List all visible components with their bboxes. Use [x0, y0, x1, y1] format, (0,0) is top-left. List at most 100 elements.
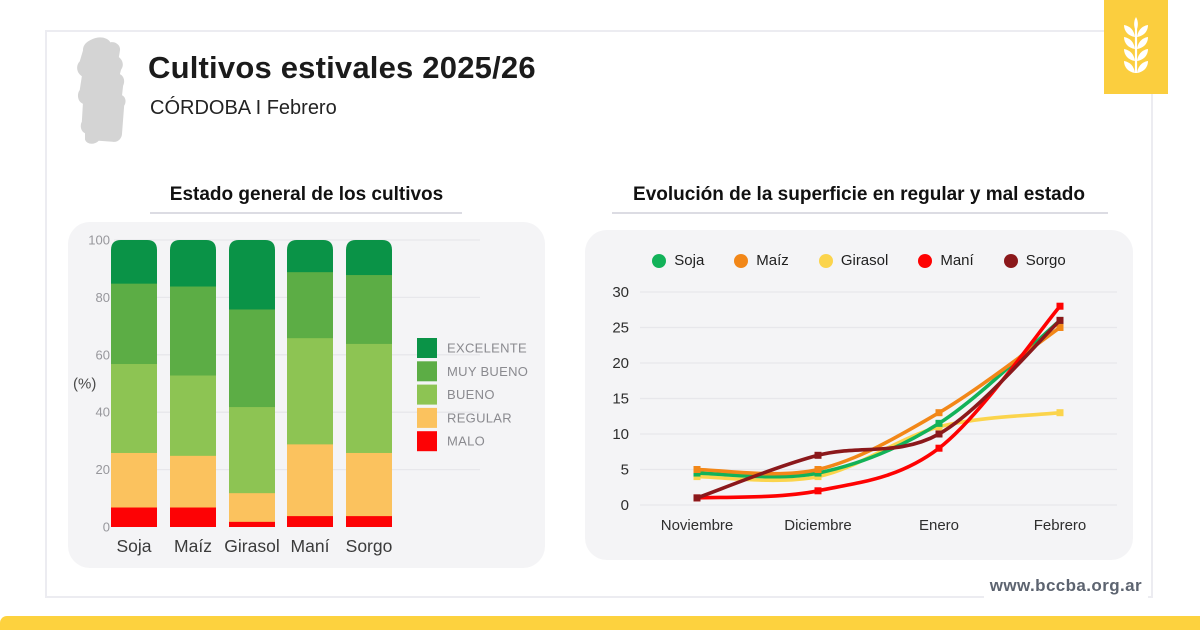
legend-label: Sorgo — [1025, 252, 1066, 269]
bar-maní — [287, 240, 333, 527]
segment-bueno — [287, 337, 333, 445]
marker-sorgo — [814, 451, 822, 459]
segment-excelente — [287, 240, 333, 273]
y-tick-label: 60 — [96, 347, 110, 362]
segment-excelente — [346, 240, 392, 276]
line-chart-panel: Soja Maíz Girasol Maní Sorgo 0 5 10 15 20 25 30 Nov… — [585, 230, 1133, 560]
y-tick-label: 0 — [621, 497, 629, 514]
marker-girasol — [935, 423, 943, 431]
line-chart-title-underline — [612, 212, 1108, 214]
segment-regular — [111, 452, 157, 508]
series-sorgo — [693, 316, 1064, 502]
legend-dot — [734, 253, 749, 268]
page-subtitle: CÓRDOBA I Febrero — [150, 97, 337, 119]
marker-soja — [935, 419, 943, 427]
y-tick-label: 20 — [96, 462, 110, 477]
segment-bueno — [111, 363, 157, 453]
series-soja — [693, 316, 1064, 479]
legend-swatch-excelente — [417, 338, 437, 358]
line-maní — [695, 304, 1062, 500]
line-chart-legend: Soja Maíz Girasol Maní Sorgo — [585, 252, 1133, 269]
legend-label: Soja — [674, 252, 705, 269]
legend-label: Maíz — [756, 252, 789, 269]
bar-chart-panel: 0 20 40 60 80 100 (%) Soja Maíz Girasol Maní Sorgo E… — [68, 222, 545, 568]
segment-excelente — [229, 240, 275, 310]
segment-regular — [346, 452, 392, 517]
cordoba-map — [66, 36, 140, 146]
legend-label: Maní — [940, 252, 974, 269]
y-tick-label: 20 — [612, 355, 629, 372]
x-tick-label: Enero — [919, 517, 959, 534]
marker-maíz — [935, 409, 943, 417]
marker-soja — [814, 469, 822, 477]
segment-muy-bueno — [229, 308, 275, 408]
legend-label: REGULAR — [447, 410, 512, 425]
segment-malo — [229, 521, 275, 527]
x-tick-label: Diciembre — [784, 517, 852, 534]
legend-label: MALO — [447, 434, 485, 449]
legend-item-maíz: Maíz — [734, 252, 789, 269]
y-tick-label: 80 — [96, 290, 110, 305]
marker-maíz — [814, 466, 822, 473]
segment-malo — [287, 515, 333, 527]
y-tick-label: 0 — [103, 520, 110, 535]
bar-chart-title: Estado general de los cultivos — [169, 184, 444, 205]
line-sorgo — [695, 318, 1062, 500]
segment-regular — [170, 455, 216, 508]
legend-label: BUENO — [447, 387, 495, 402]
line-chart: 0 5 10 15 20 25 30 Noviembre Diciembre Enero Febre… — [612, 284, 1117, 534]
marker-maní — [814, 487, 822, 495]
website-link[interactable]: www.bccba.org.ar — [983, 574, 1148, 598]
category-label: Maíz — [174, 536, 212, 556]
segment-malo — [111, 506, 157, 527]
y-tick-label: 15 — [612, 391, 629, 408]
category-label: Sorgo — [346, 536, 393, 556]
legend-item-maní: Maní — [918, 252, 974, 269]
segment-bueno — [170, 374, 216, 456]
segment-muy-bueno — [111, 283, 157, 365]
legend-swatch-bueno — [417, 384, 437, 405]
cordoba-province-silhouette-icon — [77, 37, 126, 144]
bar-girasol — [229, 240, 275, 527]
stacked-bar-chart: 0 20 40 60 80 100 (%) Soja Maíz Girasol Maní Sorgo E… — [73, 233, 528, 557]
y-tick-label: 25 — [612, 320, 629, 337]
marker-sorgo — [1056, 316, 1064, 324]
legend-item-soja: Soja — [652, 252, 704, 269]
legend-swatch-malo — [417, 431, 437, 452]
legend-label: MUY BUENO — [447, 364, 528, 379]
legend-dot — [1003, 253, 1018, 268]
y-tick-label: 100 — [88, 233, 110, 248]
category-label: Girasol — [224, 536, 279, 556]
legend-label: Girasol — [840, 252, 889, 269]
bar-maíz — [170, 240, 216, 527]
legend-dot — [918, 253, 933, 268]
category-label: Soja — [116, 536, 151, 556]
x-tick-label: Febrero — [1034, 517, 1087, 534]
marker-sorgo — [693, 494, 701, 502]
marker-girasol — [814, 473, 822, 481]
y-tick-label: 10 — [612, 426, 629, 443]
x-tick-label: Noviembre — [661, 517, 734, 534]
line-maíz — [695, 325, 1062, 476]
segment-regular — [287, 443, 333, 517]
legend-swatch-regular — [417, 407, 437, 428]
segment-muy-bueno — [346, 274, 392, 344]
bottom-accent-bar — [0, 616, 1200, 630]
marker-soja — [693, 469, 701, 477]
legend-dot — [652, 253, 667, 268]
marker-girasol — [1056, 409, 1064, 417]
series-maíz — [693, 324, 1064, 476]
marker-maní — [1056, 302, 1064, 310]
segment-excelente — [111, 240, 157, 284]
legend-swatch-muy-bueno — [417, 361, 437, 382]
legend-item-sorgo: Sorgo — [1003, 252, 1066, 269]
marker-maní — [935, 444, 943, 452]
wheat-icon — [1124, 17, 1148, 73]
segment-malo — [346, 515, 392, 527]
y-tick-label: 30 — [612, 284, 629, 301]
bar-sorgo — [346, 240, 392, 527]
marker-sorgo — [935, 430, 943, 438]
segment-muy-bueno — [287, 271, 333, 339]
marker-maíz — [693, 466, 701, 473]
bar-soja — [111, 240, 157, 527]
